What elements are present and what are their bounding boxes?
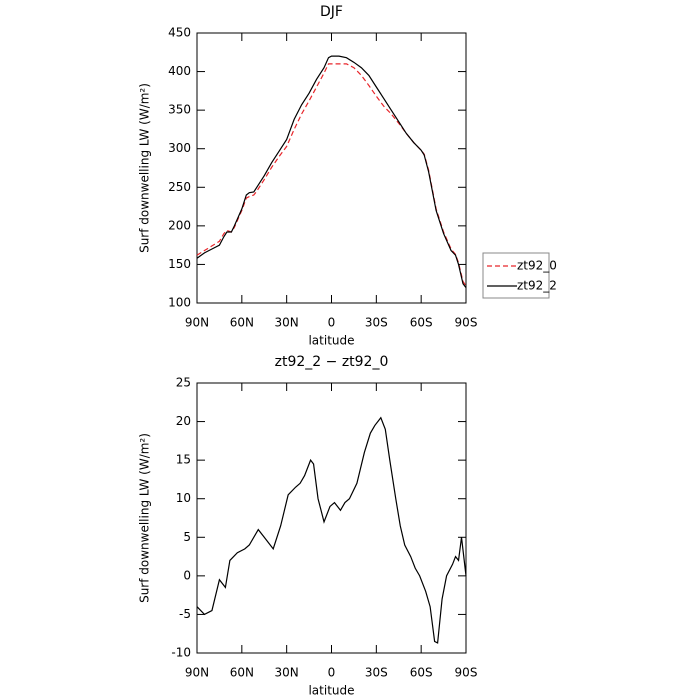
- y-tick-label: 400: [168, 64, 191, 78]
- y-tick-label: 250: [168, 180, 191, 194]
- x-tick-label: 90S: [455, 666, 478, 680]
- x-tick-label: 90N: [185, 666, 209, 680]
- y-tick-label: 5: [183, 530, 191, 544]
- y-axis-label: Surf downwelling LW (W/m²): [138, 433, 152, 603]
- x-tick-label: 30S: [365, 316, 388, 330]
- y-tick-label: 300: [168, 141, 191, 155]
- y-tick-label: 200: [168, 218, 191, 232]
- x-axis-label: latitude: [308, 334, 354, 348]
- y-tick-label: 20: [176, 414, 191, 428]
- chart-title: DJF: [320, 4, 343, 20]
- y-tick-label: 450: [168, 26, 191, 40]
- data-line: [196, 55, 467, 288]
- chart-title: zt92_2 − zt92_0: [275, 354, 389, 370]
- x-tick-label: 60S: [410, 316, 433, 330]
- x-tick-label: 0: [328, 666, 336, 680]
- data-line: [196, 416, 467, 644]
- x-tick-label: 60S: [410, 666, 433, 680]
- x-tick-label: 30N: [275, 316, 299, 330]
- plot-frame: [196, 382, 467, 654]
- y-tick-label: 350: [168, 103, 191, 117]
- y-tick-label: 0: [183, 568, 191, 582]
- y-tick-label: -10: [171, 646, 191, 660]
- x-axis-label: latitude: [308, 684, 354, 698]
- y-tick-label: 150: [168, 257, 191, 271]
- y-tick-label: 100: [168, 296, 191, 310]
- legend-label: zt92_2: [517, 279, 557, 293]
- legend-box: [482, 252, 550, 299]
- x-tick-label: 30N: [275, 666, 299, 680]
- y-tick-label: 15: [176, 453, 191, 467]
- x-tick-label: 60N: [230, 316, 254, 330]
- y-axis-label: Surf downwelling LW (W/m²): [138, 83, 152, 253]
- y-tick-label: -5: [179, 607, 191, 621]
- legend-label: zt92_0: [517, 259, 557, 273]
- y-tick-label: 10: [176, 491, 191, 505]
- plot-frame: [196, 32, 467, 304]
- y-tick-label: 25: [176, 376, 191, 390]
- x-tick-label: 60N: [230, 666, 254, 680]
- x-tick-label: 90N: [185, 316, 209, 330]
- x-tick-label: 90S: [455, 316, 478, 330]
- x-tick-label: 30S: [365, 666, 388, 680]
- data-line: [196, 63, 467, 287]
- x-tick-label: 0: [328, 316, 336, 330]
